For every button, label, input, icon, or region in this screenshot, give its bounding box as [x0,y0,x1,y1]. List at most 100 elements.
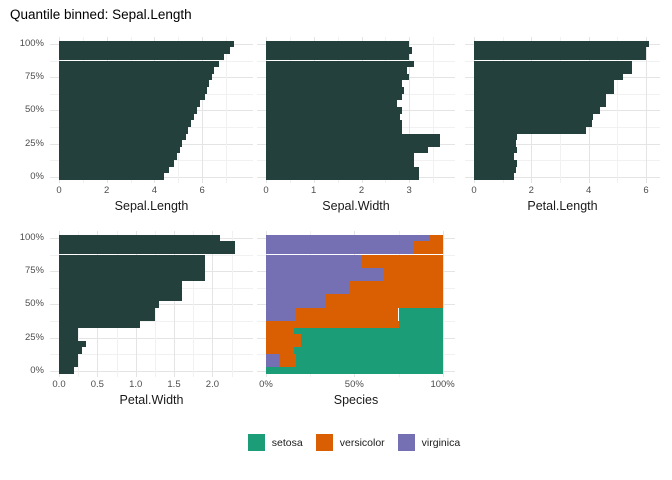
x-tick-label: 2 [104,185,110,196]
quantile-bar [474,166,516,174]
y-tick-label: 0% [30,170,44,182]
panel-species [257,231,455,377]
quantile-bar [59,247,236,255]
x-major-gridline [442,231,444,377]
quantile-bar [266,120,402,127]
x-tick-label: 4 [585,185,592,196]
y-major-gridline [465,143,660,145]
y-tick-label: 75% [24,71,44,83]
quantile-bar [474,160,517,167]
stack-segment-versicolor [414,247,443,255]
quantile-bar [266,53,410,61]
quantile-bar [266,93,402,101]
quantile-bar [474,100,606,107]
x-minor-gridline [226,37,227,183]
legend-swatch-setosa [247,434,265,451]
quantile-bar [59,354,79,361]
quantile-bar [266,47,412,54]
quantile-bar [266,100,398,107]
quantile-bar [474,133,517,141]
quantile-bar [59,166,169,174]
stack-segment-virginica [266,360,281,368]
x-tick-label: 2 [358,185,365,196]
stack-segment-setosa [301,334,443,341]
quantile-bar [474,73,623,81]
quantile-bar [474,80,615,88]
stack-segment-versicolor [349,287,443,295]
x-tick-label: 50% [344,379,364,390]
stack-segment-versicolor [296,314,399,321]
y-tick-label: 25% [24,331,44,343]
stack-segment-virginica [266,267,383,275]
quantile-bar [59,241,236,248]
stack-segment-virginica [266,261,362,268]
quantile-bar [59,314,155,321]
quantile-bar [59,67,215,74]
y-tick-label: 100% [19,37,44,49]
quantile-bar [266,166,419,174]
stack-segment-virginica [266,294,327,301]
quantile-bar [266,87,405,94]
legend-item-versicolor: versicolor [315,434,385,451]
stack-segment-virginica [266,281,349,288]
quantile-bar [59,93,205,101]
stack-segment-setosa [266,367,443,374]
stack-segment-virginica [266,241,415,248]
x-major-gridline [646,37,647,183]
x-tick-label: 0 [471,185,477,196]
x-tick-label: 100% [430,379,455,390]
quantile-bar [474,93,606,101]
quantile-bar [474,120,592,127]
quantile-bar [266,60,414,68]
x-axis-title-petal-length: Petal.Length [527,199,598,213]
x-axis-title-sepal-length: Sepal.Length [114,199,189,213]
stack-segment-versicolor [266,340,302,348]
quantile-bar [59,113,194,121]
quantile-bar [59,347,82,355]
x-tick-label: 4 [151,185,158,196]
quantile-bar [59,307,155,315]
y-tick-label: 100% [19,231,44,243]
y-minor-gridline [50,354,253,356]
legend-label-virginica: virginica [421,436,461,449]
stack-segment-setosa [294,327,443,335]
y-minor-gridline [50,320,253,322]
stack-segment-virginica [266,247,415,255]
x-major-gridline [212,231,214,377]
y-major-gridline [465,176,660,178]
x-minor-gridline [231,231,233,377]
panel-petal-length [465,37,660,183]
panel-petal-width [50,231,253,377]
quantile-bar [266,67,407,74]
stack-segment-versicolor [280,354,296,361]
quantile-bar [266,140,441,147]
quantile-bar [59,100,200,107]
y-tick-label: 50% [24,104,44,116]
y-major-gridline [50,370,253,372]
x-minor-gridline [193,231,195,377]
x-tick-label: 1.5 [167,379,181,390]
quantile-bar [266,126,402,134]
quantile-bar [59,146,180,154]
x-axis-title-petal-width: Petal.Width [119,393,184,407]
quantile-bar [266,133,441,141]
legend-label-versicolor: versicolor [339,436,385,449]
quantile-bar [59,80,210,88]
quantile-bar [59,360,79,368]
stack-segment-versicolor [266,334,302,341]
x-tick-label: 0 [56,185,62,196]
stack-segment-setosa [296,360,443,368]
quantile-bar [474,126,586,134]
quantile-bar [474,40,649,48]
stack-segment-virginica [266,300,327,308]
quantile-bar [59,267,205,275]
stack-segment-virginica [266,354,281,361]
x-minor-gridline [617,37,619,183]
quantile-bar [59,87,207,94]
quantile-bar [474,153,515,161]
stack-segment-versicolor [382,274,443,282]
stack-segment-versicolor [414,241,443,248]
x-major-gridline [174,231,175,377]
legend-item-setosa: setosa [247,434,303,451]
x-tick-label: 2 [528,185,534,196]
